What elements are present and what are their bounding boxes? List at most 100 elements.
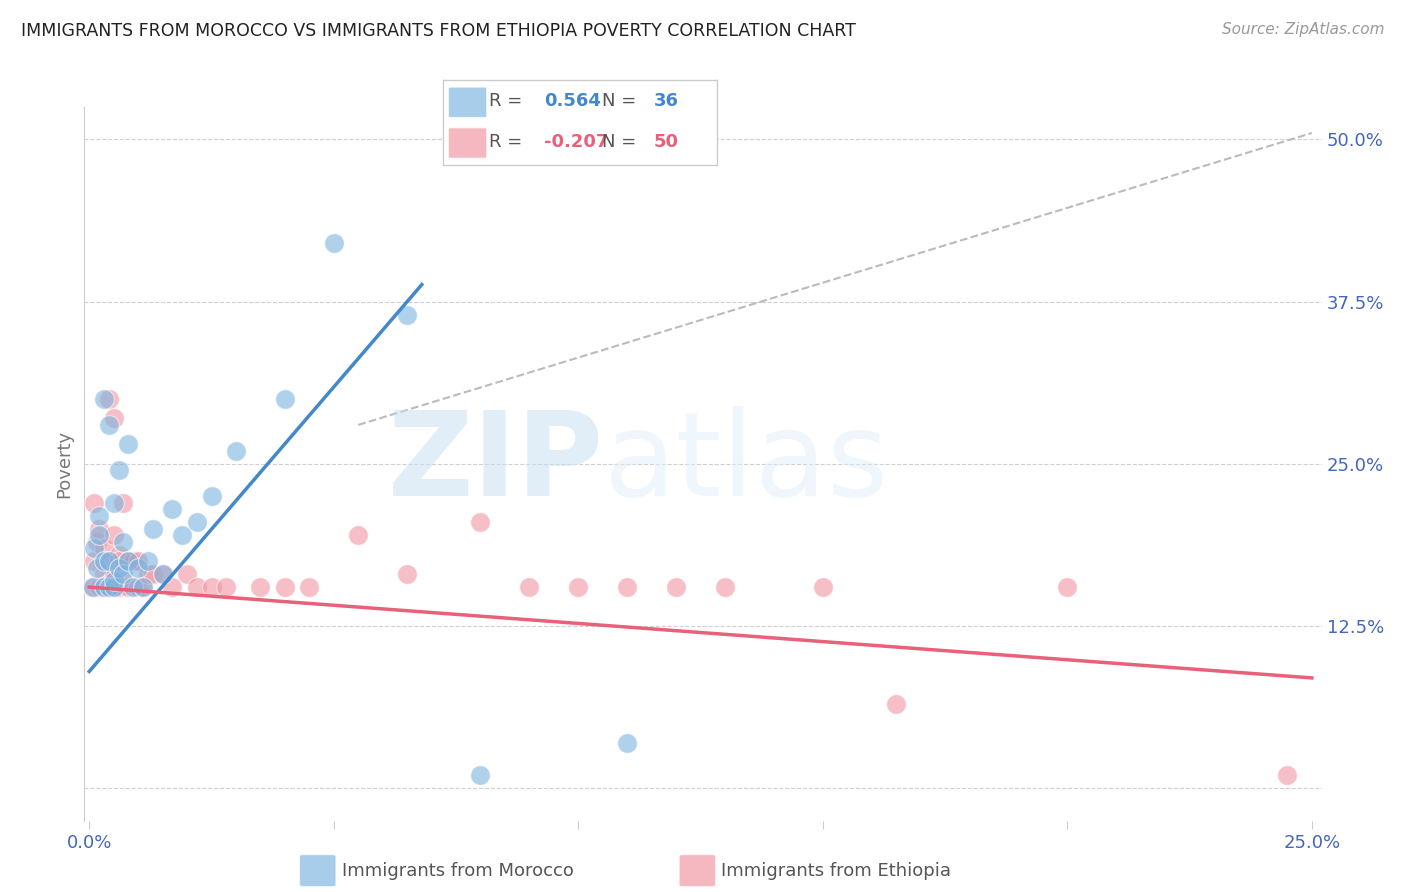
Point	[127, 554, 149, 568]
Point	[112, 567, 135, 582]
Point	[112, 534, 135, 549]
Point	[567, 580, 589, 594]
Point	[97, 554, 120, 568]
Point	[396, 308, 419, 322]
Point	[93, 580, 115, 594]
Point	[152, 567, 174, 582]
Point	[225, 443, 247, 458]
Point	[93, 567, 115, 582]
Point	[274, 392, 297, 406]
Point	[87, 580, 110, 594]
Point	[97, 580, 120, 594]
Point	[107, 560, 129, 574]
Point	[347, 528, 370, 542]
Point	[107, 463, 129, 477]
Point	[87, 528, 110, 542]
Text: 36: 36	[654, 93, 679, 111]
Point	[103, 496, 125, 510]
Point	[83, 496, 105, 510]
Point	[103, 528, 125, 542]
Point	[132, 580, 155, 594]
Point	[519, 580, 541, 594]
Point	[884, 697, 907, 711]
Text: N =: N =	[602, 133, 643, 151]
Text: Immigrants from Morocco: Immigrants from Morocco	[342, 862, 574, 880]
Text: -0.207: -0.207	[544, 133, 609, 151]
Point	[616, 736, 638, 750]
Point	[97, 392, 120, 406]
Point	[117, 580, 139, 594]
Point	[186, 580, 208, 594]
Point	[103, 567, 125, 582]
Point	[87, 508, 110, 523]
Point	[80, 580, 103, 594]
Text: Source: ZipAtlas.com: Source: ZipAtlas.com	[1222, 22, 1385, 37]
Point	[136, 567, 159, 582]
Point	[811, 580, 834, 594]
Point	[162, 502, 184, 516]
Text: ZIP: ZIP	[388, 407, 605, 521]
Point	[87, 522, 110, 536]
Text: 50: 50	[654, 133, 679, 151]
Point	[112, 496, 135, 510]
Point	[103, 580, 125, 594]
Point	[470, 768, 492, 782]
Point	[1056, 580, 1078, 594]
Point	[117, 554, 139, 568]
Point	[142, 567, 165, 582]
Point	[117, 437, 139, 451]
Point	[83, 554, 105, 568]
Point	[470, 515, 492, 529]
Point	[396, 567, 419, 582]
Point	[103, 574, 125, 588]
Point	[200, 580, 222, 594]
Point	[97, 417, 120, 432]
Point	[162, 580, 184, 594]
Point	[82, 580, 104, 594]
Point	[86, 534, 108, 549]
Point	[322, 236, 344, 251]
Point	[93, 554, 115, 568]
Point	[132, 580, 155, 594]
Text: atlas: atlas	[605, 407, 890, 521]
Point	[103, 411, 125, 425]
Text: N =: N =	[602, 93, 643, 111]
Point	[122, 554, 145, 568]
Point	[249, 580, 271, 594]
Text: Immigrants from Ethiopia: Immigrants from Ethiopia	[721, 862, 952, 880]
Point	[103, 580, 125, 594]
Point	[107, 554, 129, 568]
Point	[1277, 768, 1299, 782]
Point	[616, 580, 638, 594]
Point	[714, 580, 737, 594]
Point	[186, 515, 208, 529]
Point	[200, 489, 222, 503]
Point	[665, 580, 688, 594]
Point	[86, 560, 108, 574]
Text: R =: R =	[489, 133, 529, 151]
Text: 0.564: 0.564	[544, 93, 602, 111]
Point	[274, 580, 297, 594]
Point	[97, 554, 120, 568]
Point	[107, 548, 129, 562]
Point	[298, 580, 321, 594]
Point	[117, 554, 139, 568]
FancyBboxPatch shape	[449, 87, 486, 118]
Point	[112, 574, 135, 588]
Point	[93, 580, 115, 594]
Point	[172, 528, 194, 542]
Point	[122, 580, 145, 594]
Text: R =: R =	[489, 93, 529, 111]
Y-axis label: Poverty: Poverty	[55, 430, 73, 498]
Point	[83, 541, 105, 556]
Point	[97, 580, 120, 594]
Point	[176, 567, 198, 582]
Text: IMMIGRANTS FROM MOROCCO VS IMMIGRANTS FROM ETHIOPIA POVERTY CORRELATION CHART: IMMIGRANTS FROM MOROCCO VS IMMIGRANTS FR…	[21, 22, 856, 40]
Point	[215, 580, 238, 594]
Point	[152, 567, 174, 582]
Point	[127, 560, 149, 574]
Point	[127, 580, 149, 594]
Point	[142, 522, 165, 536]
Point	[107, 580, 129, 594]
Point	[93, 392, 115, 406]
